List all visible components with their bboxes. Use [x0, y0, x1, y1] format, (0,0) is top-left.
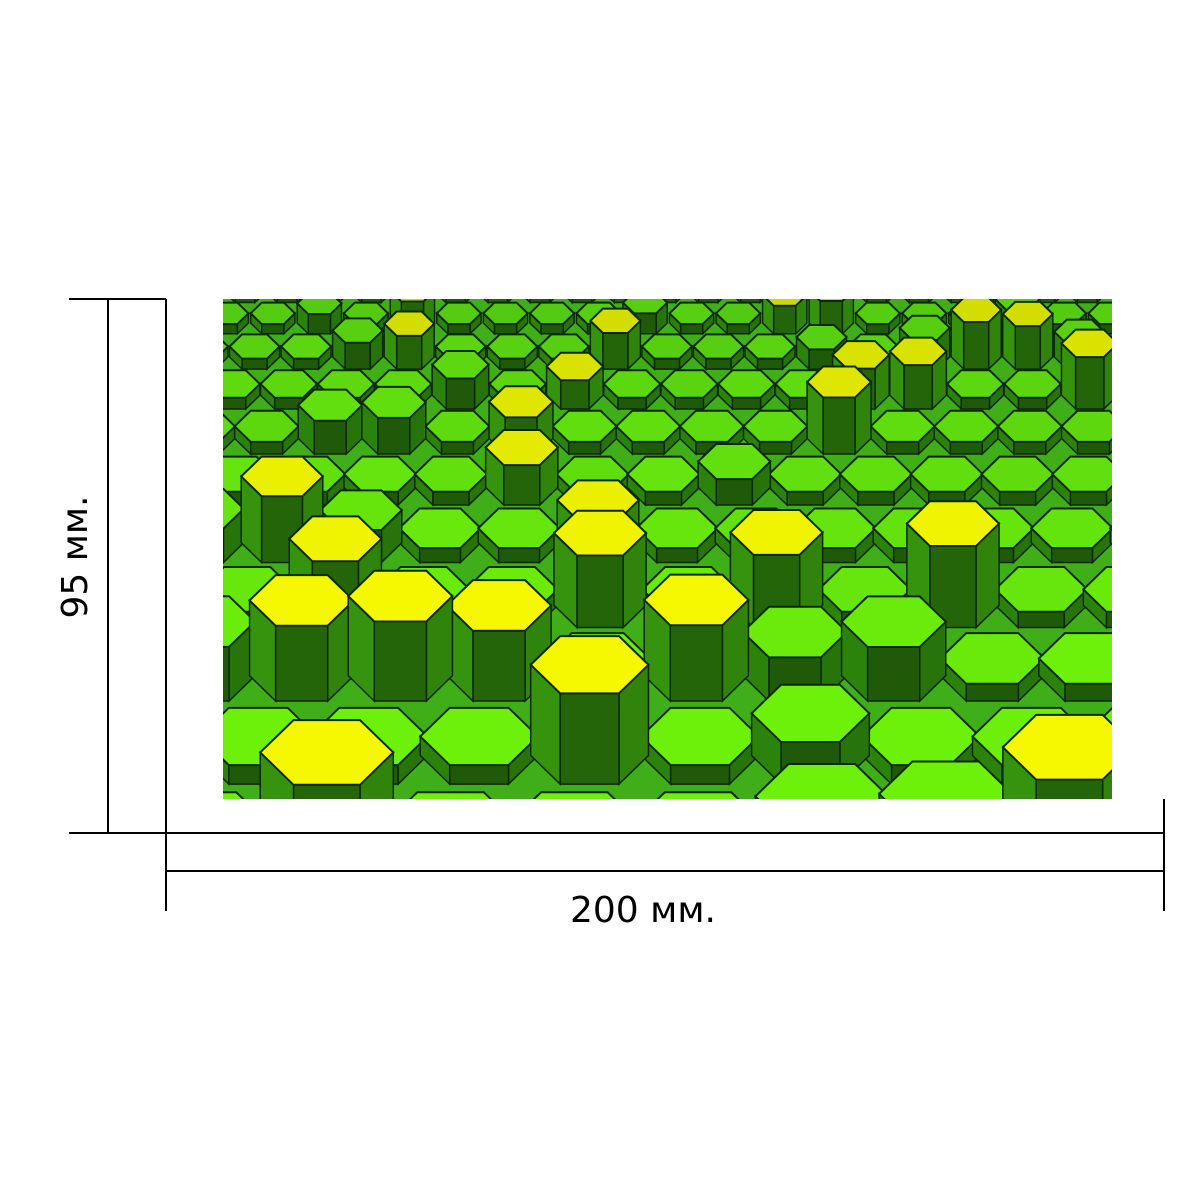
green-hexagon-prism	[854, 301, 902, 336]
green-hexagon-prism	[838, 455, 914, 507]
green-hexagon-prism	[279, 333, 333, 371]
green-hexagon-prism	[656, 791, 740, 799]
yellow-hexagon-prism	[1001, 300, 1055, 371]
green-hexagon-prism	[551, 409, 619, 456]
green-hexagon-prism	[485, 333, 539, 371]
green-hexagon-prism	[296, 388, 364, 456]
green-hexagon-prism	[692, 333, 745, 371]
green-hexagon-prism	[696, 442, 772, 507]
width-dimension-label: 200 мм.	[570, 890, 716, 931]
green-hexagon-prism	[228, 333, 282, 371]
green-hexagon-prism	[418, 706, 540, 786]
yellow-hexagon-prism	[545, 351, 605, 411]
yellow-hexagon-prism	[382, 310, 436, 371]
green-hexagon-prism	[602, 369, 662, 411]
green-hexagon-prism	[223, 595, 257, 703]
green-hexagon-prism	[1081, 565, 1112, 630]
yellow-hexagon-prism	[888, 336, 948, 411]
green-hexagon-prism	[249, 301, 297, 336]
green-hexagon-prism	[1108, 525, 1112, 546]
green-hexagon-prism	[938, 632, 1046, 703]
green-hexagon-prism	[408, 791, 493, 799]
green-hexagon-prism	[716, 369, 777, 411]
green-hexagon-prism	[331, 317, 385, 371]
yellow-hexagon-prism	[642, 573, 750, 703]
green-hexagon-prism	[1037, 632, 1112, 703]
yellow-hexagon-prism	[552, 509, 648, 630]
green-hexagon-prism	[743, 333, 797, 371]
green-hexagon-prism	[668, 301, 716, 336]
green-hexagon-prism	[840, 595, 948, 703]
green-hexagon-prism	[1002, 369, 1063, 411]
green-hexagon-prism	[980, 455, 1056, 507]
green-hexagon-prism	[295, 299, 343, 336]
green-hexagon-prism	[640, 333, 694, 371]
green-hexagon-prism	[753, 763, 890, 799]
green-hexagon-prism	[1050, 455, 1112, 507]
yellow-hexagon-prism	[258, 719, 395, 799]
green-hexagon-prism	[476, 507, 562, 565]
yellow-hexagon-prism	[484, 429, 560, 507]
yellow-hexagon-prism	[346, 569, 454, 703]
yellow-hexagon-prism	[1001, 713, 1112, 799]
yellow-hexagon-prism	[1060, 328, 1112, 411]
green-hexagon-prism	[714, 301, 762, 336]
yellow-hexagon-prism	[805, 365, 873, 456]
green-hexagon-prism	[614, 409, 682, 456]
yellow-hexagon-prism	[248, 574, 356, 703]
green-hexagon-prism	[223, 301, 250, 336]
green-hexagon-prism	[932, 409, 1000, 456]
green-hexagon-prism	[996, 409, 1064, 456]
green-hexagon-prism	[223, 791, 245, 799]
green-hexagon-prism	[1072, 299, 1102, 305]
yellow-hexagon-prism	[949, 299, 1003, 371]
green-hexagon-prism	[430, 349, 491, 411]
green-hexagon-prism	[532, 791, 616, 799]
height-dimension-label: 95 мм.	[55, 495, 96, 619]
green-hexagon-prism	[424, 409, 491, 456]
green-hexagon-prism	[360, 385, 428, 456]
green-hexagon-prism	[528, 301, 576, 336]
green-hexagon-prism	[945, 369, 1006, 411]
hexagon-pattern-image	[223, 299, 1112, 799]
green-hexagon-prism	[481, 301, 530, 336]
green-hexagon-prism	[742, 409, 809, 456]
green-hexagon-prism	[233, 409, 300, 456]
green-hexagon-prism	[1060, 409, 1112, 456]
green-hexagon-prism	[1029, 507, 1112, 565]
yellow-hexagon-prism	[529, 635, 650, 786]
green-hexagon-prism	[869, 409, 937, 456]
green-hexagon-prism	[223, 340, 230, 363]
hexagon-pattern-artwork	[223, 299, 1112, 799]
green-hexagon-prism	[413, 455, 489, 507]
green-hexagon-prism	[625, 455, 701, 507]
green-hexagon-prism	[223, 369, 262, 411]
